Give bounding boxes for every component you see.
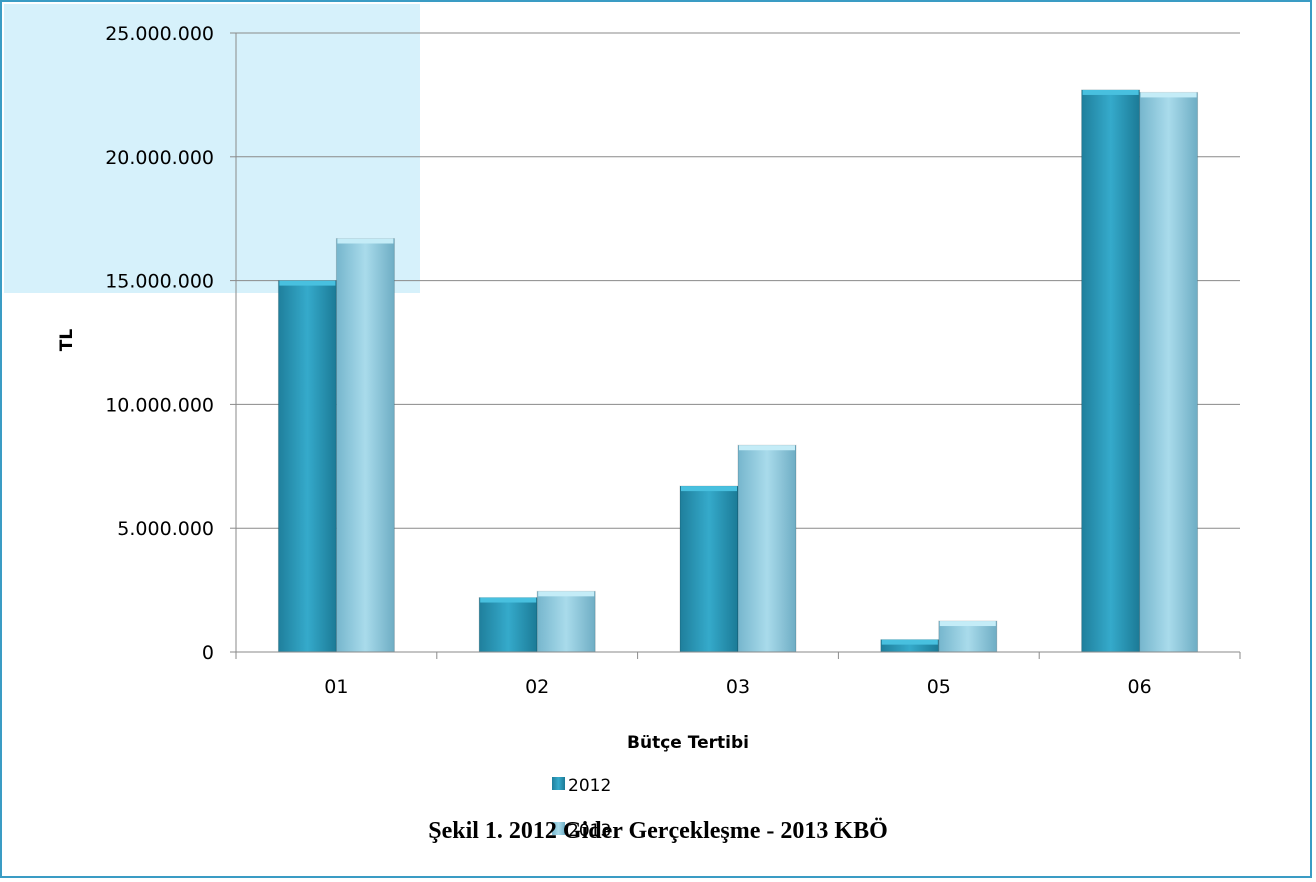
bar-cap: [939, 621, 996, 627]
bar-cap: [739, 445, 795, 451]
legend: 2012 2013: [552, 776, 611, 841]
x-tick-label: 06: [1128, 676, 1152, 698]
figure-caption: Şekil 1. 2012 Gider Gerçekleşme - 2013 K…: [428, 818, 888, 844]
bar-cap: [337, 238, 394, 244]
bar-cap: [480, 597, 537, 603]
y-tick-label: 5.000.000: [117, 518, 214, 540]
bar-2013-02: [536, 590, 596, 653]
bar-2013-01: [335, 238, 395, 653]
y-tick-label: 0: [202, 642, 214, 664]
legend-label-2013: 2013: [568, 821, 611, 841]
y-axis-label: TL: [57, 329, 77, 352]
bar-2013-03: [737, 444, 797, 653]
bar-cap: [279, 280, 336, 286]
bar-cap: [1082, 89, 1139, 95]
legend-swatch-2013: [552, 822, 565, 835]
bar-cap: [881, 639, 938, 645]
bar-cap: [681, 486, 737, 492]
bar-2012-06: [1081, 89, 1141, 653]
x-axis-label: Bütçe Tertibi: [627, 733, 749, 753]
axes: 0 5.000.000 10.000.000 15.000.000 20.000.000…: [105, 23, 1241, 698]
y-tick-label: 25.000.000: [105, 23, 214, 45]
bar-2012-03: [679, 485, 739, 653]
bar-2012-01: [277, 280, 337, 653]
bar-cap: [538, 591, 595, 597]
bar-2013-06: [1139, 91, 1199, 653]
y-tick-label: 15.000.000: [105, 271, 214, 293]
x-tick-label: 05: [927, 676, 951, 698]
legend-label-2012: 2012: [568, 776, 611, 796]
bar-cap: [1140, 92, 1197, 98]
bars: [277, 89, 1199, 653]
x-tick-label: 03: [726, 676, 750, 698]
x-tick-label: 01: [324, 676, 348, 698]
gridlines: [236, 32, 1240, 529]
x-tick-label: 02: [525, 676, 549, 698]
legend-swatch-2012: [552, 777, 565, 790]
bar-2012-02: [478, 597, 538, 653]
y-tick-label: 10.000.000: [105, 394, 214, 416]
y-tick-label: 20.000.000: [105, 147, 214, 169]
